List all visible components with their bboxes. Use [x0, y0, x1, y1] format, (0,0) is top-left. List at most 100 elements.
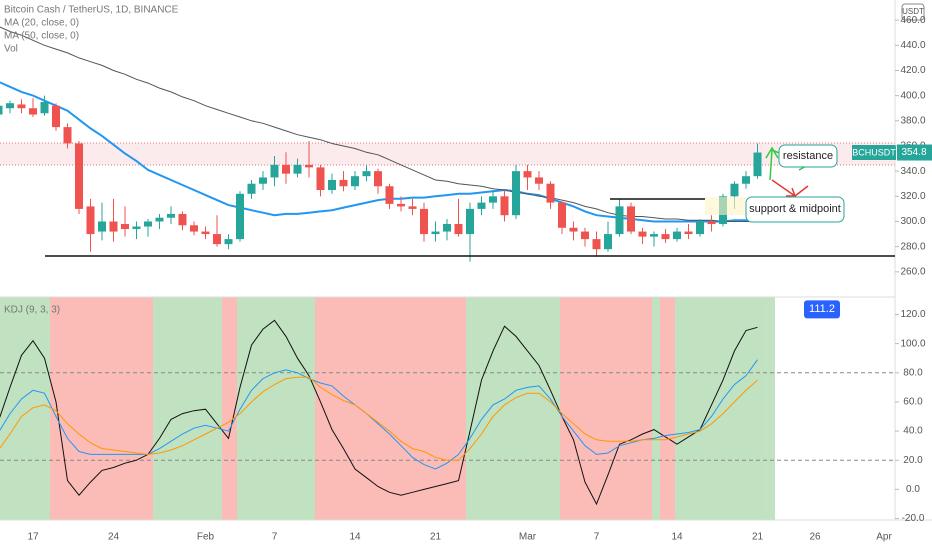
candle-body: [408, 206, 417, 209]
candle-body: [201, 231, 210, 235]
candle-body: [98, 221, 106, 232]
candle-body: [17, 104, 26, 109]
candle-body: [466, 208, 474, 235]
y-tick-label: 80.0: [903, 367, 923, 378]
symbol-badge: [852, 145, 896, 160]
candle-body: [328, 179, 336, 191]
x-tick-label: Feb: [197, 532, 215, 543]
candle-body: [52, 105, 60, 128]
indicator-value: 111.2: [809, 303, 835, 315]
annotation-box: [745, 196, 845, 223]
resistance-zone: [0, 143, 895, 165]
y-tick-label: 260.0: [900, 266, 925, 277]
candle-body: [259, 177, 267, 184]
y-tick-label: 320.0: [900, 191, 925, 202]
candle-body: [443, 224, 451, 232]
candle-body: [178, 213, 187, 226]
candle-body: [224, 239, 233, 245]
candle-body: [121, 224, 129, 230]
candle-body: [512, 171, 520, 216]
candle-body: [155, 217, 164, 222]
indicator-badge: [804, 300, 840, 319]
legend-entry: MA (20, close, 0): [4, 18, 79, 29]
candle-body: [385, 186, 394, 204]
x-tick-label: 7: [594, 532, 600, 543]
currency-badge[interactable]: [901, 3, 925, 21]
annotation: support & midpoint: [749, 203, 841, 215]
y-tick-label: 440.0: [900, 40, 925, 51]
indicator-title: KDJ (9, 3, 3): [4, 305, 60, 316]
last-price-badge: [897, 144, 932, 161]
candle-body: [305, 164, 313, 168]
candle-body: [638, 231, 647, 237]
line: [0, 26, 758, 222]
legend-entry: Vol: [4, 44, 18, 55]
candle-body: [374, 171, 382, 187]
y-tick-label: 60.0: [903, 397, 923, 408]
x-tick-label: 7: [272, 532, 278, 543]
candle-body: [673, 231, 681, 240]
candle-body: [29, 108, 37, 115]
candle-body: [397, 203, 405, 207]
y-tick-label: 280.0: [900, 241, 925, 252]
candle-body: [0, 105, 3, 115]
candle-body: [684, 231, 693, 235]
candle-body: [454, 224, 463, 235]
candle-body: [558, 202, 566, 228]
x-tick-label: 21: [752, 532, 764, 543]
candle-body: [615, 206, 624, 235]
candle-body: [247, 183, 256, 194]
y-tick-label: 340.0: [900, 166, 925, 177]
candle-body: [707, 221, 716, 225]
candle-body: [213, 234, 221, 245]
y-tick-label: 380.0: [900, 115, 925, 126]
candle-body: [581, 231, 589, 240]
candle-body: [696, 221, 704, 235]
candle-body: [650, 234, 658, 237]
candle-body: [500, 196, 509, 216]
candle-body: [362, 171, 371, 177]
x-tick-label: 17: [27, 532, 39, 543]
candle-body: [753, 152, 762, 177]
candle-body: [109, 221, 118, 232]
candle-body: [569, 227, 578, 232]
candle-body: [523, 171, 532, 178]
candle-body: [339, 179, 348, 187]
up-arrow: [765, 146, 810, 181]
candle-body: [742, 176, 750, 184]
candle-body: [351, 176, 359, 187]
y-tick-label: 20.0: [903, 455, 923, 466]
y-tick-label: 300.0: [900, 216, 925, 227]
candle-body: [282, 164, 290, 174]
currency: USDT: [902, 7, 924, 16]
candle-body: [489, 196, 497, 203]
candle-body: [661, 234, 670, 240]
candle-body: [132, 226, 141, 230]
candle-body: [546, 183, 555, 203]
x-tick-label: 26: [809, 532, 821, 543]
x-tick-label: Apr: [876, 532, 892, 543]
kdj-zones: [0, 297, 775, 520]
y-tick-label: 120.0: [900, 309, 925, 320]
candle-body: [270, 164, 279, 178]
y-tick-label: 0.0: [906, 484, 920, 495]
line: [0, 359, 758, 470]
annotation: resistance: [783, 150, 833, 162]
legend-entry: MA (50, close, 0): [4, 31, 79, 42]
candle-body: [604, 234, 612, 250]
y-tick-label: 100.0: [900, 338, 925, 349]
candle-body: [6, 103, 14, 109]
y-tick-label: 400.0: [900, 90, 925, 101]
candle-body: [293, 164, 302, 174]
candle-body: [627, 206, 635, 232]
line: [0, 319, 758, 506]
x-tick-label: 14: [349, 532, 361, 543]
candle-body: [431, 231, 440, 235]
candle-body: [190, 225, 198, 232]
y-tick-label: -20.0: [902, 513, 925, 524]
y-tick-label: 460.0: [900, 15, 925, 26]
candle-body: [316, 167, 325, 191]
symbol: BCHUSDT: [852, 147, 896, 157]
candle-body: [477, 202, 486, 209]
